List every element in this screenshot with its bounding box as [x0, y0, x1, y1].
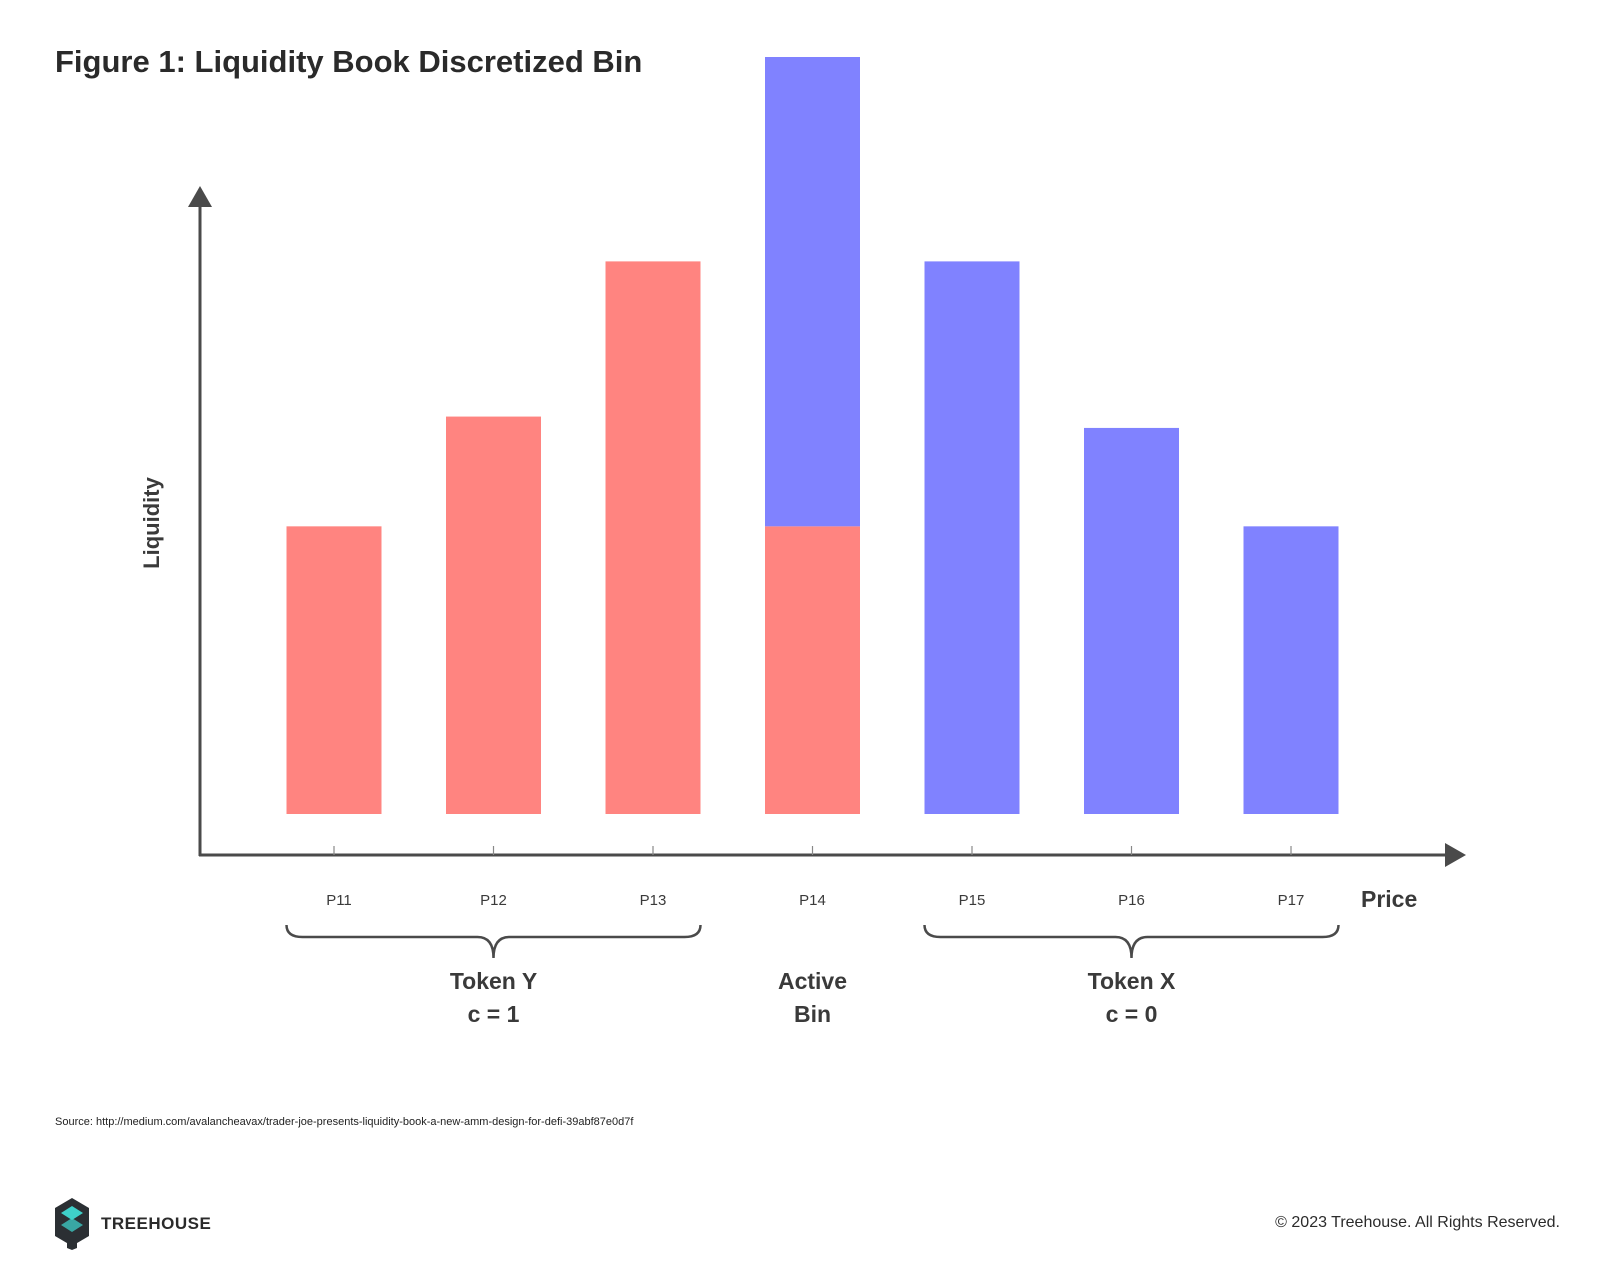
- y-axis-arrow-icon: [188, 186, 212, 207]
- bar-token-y-p13: [605, 261, 701, 814]
- bar-token-x-p15: [924, 261, 1020, 814]
- x-tick-label-p12: P12: [480, 892, 507, 909]
- y-axis-label: Liquidity: [139, 476, 164, 568]
- group-label-token-x: Token X: [1088, 968, 1176, 994]
- x-tick-label-p13: P13: [640, 892, 667, 909]
- x-tick-label-p15: P15: [959, 892, 986, 909]
- brand: TREEHOUSE: [55, 1198, 211, 1250]
- x-tick-label-p11: P11: [326, 892, 352, 909]
- bar-token-y-p12: [446, 416, 541, 814]
- bar-token-y-p14: [765, 526, 860, 814]
- treehouse-logo-icon: [55, 1198, 89, 1250]
- liquidity-bar-chart: P11 P12 P13 P14 P15 P16 P17 Price Liquidity Token…: [139, 57, 1466, 1027]
- brace-token-y: [285, 924, 702, 959]
- group-sublabel-token-x: c = 0: [1106, 1001, 1158, 1027]
- chart-title: Figure 1: Liquidity Book Discretized Bin: [55, 44, 643, 79]
- group-label-token-y: Token Y: [450, 968, 537, 994]
- x-tick-label-p16: P16: [1118, 892, 1145, 909]
- group-label-active: Active: [778, 968, 847, 994]
- group-sublabel-active: Bin: [794, 1001, 831, 1027]
- bar-token-y-p11: [286, 526, 382, 814]
- copyright-notice: © 2023 Treehouse. All Rights Reserved.: [1275, 1214, 1560, 1231]
- bar-token-x-p16: [1084, 427, 1179, 814]
- x-tick-label-p17: P17: [1278, 892, 1305, 909]
- x-axis-label: Price: [1361, 886, 1417, 912]
- brace-token-x: [923, 924, 1340, 959]
- brand-name: TREEHOUSE: [101, 1214, 212, 1233]
- x-axis-arrow-icon: [1445, 843, 1466, 867]
- x-tick-label-p14: P14: [799, 892, 826, 909]
- group-sublabel-token-y: c = 1: [468, 1001, 520, 1027]
- bar-token-x-p14: [765, 57, 860, 527]
- bar-token-x-p17: [1243, 526, 1339, 814]
- source-note: Source: http://medium.com/avalancheavax/…: [55, 1116, 634, 1128]
